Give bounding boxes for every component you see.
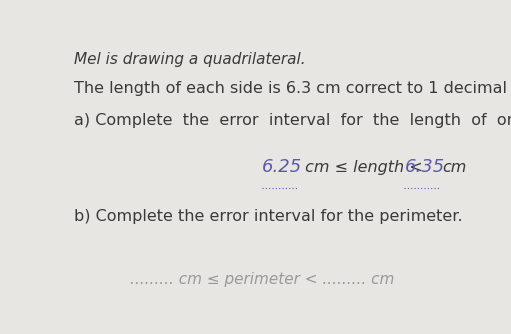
Text: b) Complete the error interval for the perimeter.: b) Complete the error interval for the p… — [74, 208, 462, 223]
Text: cm: cm — [442, 160, 467, 175]
Text: 6.25: 6.25 — [262, 158, 302, 176]
Text: ......... cm ≤ perimeter < ......... cm: ......... cm ≤ perimeter < ......... cm — [130, 272, 394, 287]
Text: The length of each side is 6.3 cm correct to 1 decimal place.: The length of each side is 6.3 cm correc… — [74, 81, 511, 96]
Text: 6.35: 6.35 — [405, 158, 445, 176]
Text: cm ≤ length <: cm ≤ length < — [299, 160, 427, 175]
Text: a) Complete  the  error  interval  for  the  length  of  one  side.: a) Complete the error interval for the l… — [74, 113, 511, 128]
Text: Mel is drawing a quadrilateral.: Mel is drawing a quadrilateral. — [74, 52, 306, 67]
